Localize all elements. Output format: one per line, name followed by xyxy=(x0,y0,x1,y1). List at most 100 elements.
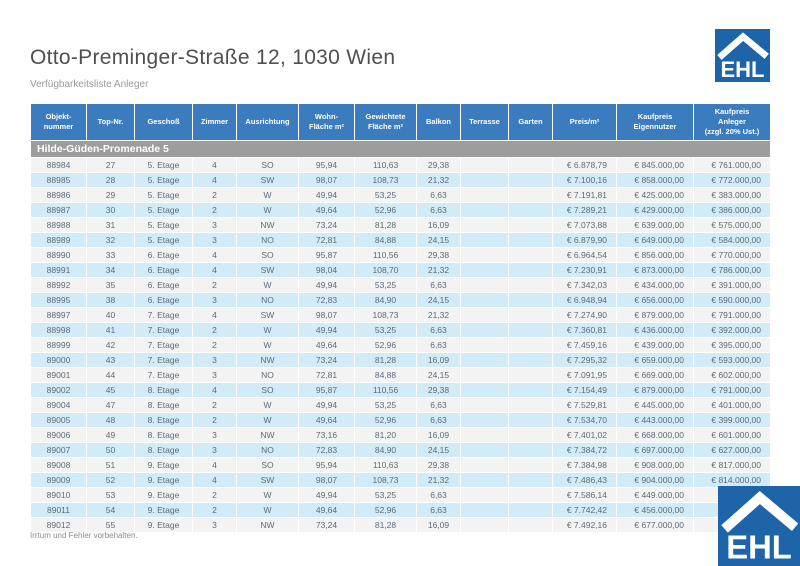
column-header: Kaufpreis Anleger (zzgl. 20% Ust.) xyxy=(693,103,771,141)
table-cell: 110,56 xyxy=(354,382,417,398)
table-cell: € 7.742,42 xyxy=(552,502,617,518)
column-header: Garten xyxy=(508,103,553,141)
table-cell: € 7.534,70 xyxy=(552,412,617,428)
table-cell: 35 xyxy=(86,277,135,293)
table-cell: 2 xyxy=(192,397,237,413)
table-cell: € 6.964,54 xyxy=(552,247,617,263)
table-cell: € 6.948,94 xyxy=(552,292,617,308)
table-cell: € 7.401,02 xyxy=(552,427,617,443)
table-cell: € 383.000,00 xyxy=(693,187,771,203)
table-cell xyxy=(460,517,509,533)
table-row: 89012 55 9. Etage 3 NW 73,24 81,28 16,09 € 7.492… xyxy=(30,517,771,533)
table-cell: € 7.100,16 xyxy=(552,172,617,188)
table-cell: 3 xyxy=(192,367,237,383)
table-cell: 3 xyxy=(192,442,237,458)
table-cell: 53,25 xyxy=(354,187,417,203)
table-cell xyxy=(508,307,553,323)
table-cell: 89012 xyxy=(30,517,87,533)
table-cell: 84,88 xyxy=(354,367,417,383)
table-cell: 5. Etage xyxy=(134,217,193,233)
table-cell: € 391.000,00 xyxy=(693,277,771,293)
table-cell: 108,73 xyxy=(354,172,417,188)
table-cell: 48 xyxy=(86,412,135,428)
table-row: 89010 53 9. Etage 2 W 49,94 53,25 6,63 € 7.586,1… xyxy=(30,487,771,503)
table-cell: 53,25 xyxy=(354,487,417,503)
table-cell: 43 xyxy=(86,352,135,368)
table-row: 89007 50 8. Etage 3 NO 72,83 84,90 24,15 € 7.384… xyxy=(30,442,771,458)
table-cell: 89001 xyxy=(30,367,87,383)
table-cell xyxy=(460,397,509,413)
table-cell: W xyxy=(236,337,299,353)
table-cell xyxy=(508,502,553,518)
table-cell: 88987 xyxy=(30,202,87,218)
table-cell: € 584.000,00 xyxy=(693,232,771,248)
table-cell: 72,83 xyxy=(298,442,355,458)
table-cell: 2 xyxy=(192,502,237,518)
table-cell: 95,87 xyxy=(298,382,355,398)
table-cell: NW xyxy=(236,217,299,233)
table-cell: € 817.000,00 xyxy=(693,457,771,473)
table-cell: 16,09 xyxy=(416,217,461,233)
table-cell: € 401.000,00 xyxy=(693,397,771,413)
table-cell xyxy=(460,427,509,443)
table-cell: 33 xyxy=(86,247,135,263)
table-cell: 89010 xyxy=(30,487,87,503)
table-cell xyxy=(460,487,509,503)
table-cell xyxy=(460,172,509,188)
table-cell xyxy=(508,382,553,398)
table-cell: 2 xyxy=(192,187,237,203)
table-cell xyxy=(508,412,553,428)
table-cell: 88985 xyxy=(30,172,87,188)
table-cell: 4 xyxy=(192,262,237,278)
table-cell: € 436.000,00 xyxy=(616,322,694,338)
table-cell: 4 xyxy=(192,472,237,488)
table-cell: 7. Etage xyxy=(134,337,193,353)
table-cell: NO xyxy=(236,367,299,383)
table-cell: € 791.000,00 xyxy=(693,382,771,398)
table-cell xyxy=(508,427,553,443)
table-row: 88990 33 6. Etage 4 SO 95,87 110,56 29,38 € 6.96… xyxy=(30,247,771,263)
table-cell: € 443.000,00 xyxy=(616,412,694,428)
column-header: Gewichtete Fläche m² xyxy=(354,103,417,141)
table-cell xyxy=(460,157,509,173)
table-cell: 52,96 xyxy=(354,337,417,353)
table-cell: € 7.342,03 xyxy=(552,277,617,293)
table-cell: 81,28 xyxy=(354,217,417,233)
table-cell xyxy=(508,367,553,383)
table-cell: 98,07 xyxy=(298,472,355,488)
table-cell: € 395.000,00 xyxy=(693,337,771,353)
column-header: Preis/m² xyxy=(552,103,617,141)
table-cell: 21,32 xyxy=(416,472,461,488)
table-cell: 3 xyxy=(192,517,237,533)
table-cell: € 786.000,00 xyxy=(693,262,771,278)
table-cell: 45 xyxy=(86,382,135,398)
table-cell: 49 xyxy=(86,427,135,443)
column-header: Terrasse xyxy=(460,103,509,141)
table-cell: € 434.000,00 xyxy=(616,277,694,293)
table-cell: 6. Etage xyxy=(134,262,193,278)
table-cell: 3 xyxy=(192,292,237,308)
page-title: Otto-Preminger-Straße 12, 1030 Wien xyxy=(30,46,396,69)
table-cell: 81,20 xyxy=(354,427,417,443)
table-cell xyxy=(508,487,553,503)
table-cell: € 904.000,00 xyxy=(616,472,694,488)
table-cell: W xyxy=(236,202,299,218)
table-cell: 4 xyxy=(192,157,237,173)
table-cell: 89009 xyxy=(30,472,87,488)
table-cell: 3 xyxy=(192,217,237,233)
table-cell: 95,94 xyxy=(298,157,355,173)
table-cell: 84,88 xyxy=(354,232,417,248)
table-cell: 7. Etage xyxy=(134,307,193,323)
table-cell: 6,63 xyxy=(416,487,461,503)
column-header: Ausrichtung xyxy=(236,103,299,141)
table-cell: 73,16 xyxy=(298,427,355,443)
table-row: 89008 51 9. Etage 4 SO 95,94 110,63 29,38 € 7.38… xyxy=(30,457,771,473)
page-subtitle: Verfügbarkeitsliste Anleger xyxy=(30,79,149,90)
table-cell: € 879.000,00 xyxy=(616,382,694,398)
table-cell: 52,96 xyxy=(354,412,417,428)
table-cell: 30 xyxy=(86,202,135,218)
table-cell: € 590.000,00 xyxy=(693,292,771,308)
table-cell: 55 xyxy=(86,517,135,533)
table-row: 89000 43 7. Etage 3 NW 73,24 81,28 16,09 € 7.295… xyxy=(30,352,771,368)
